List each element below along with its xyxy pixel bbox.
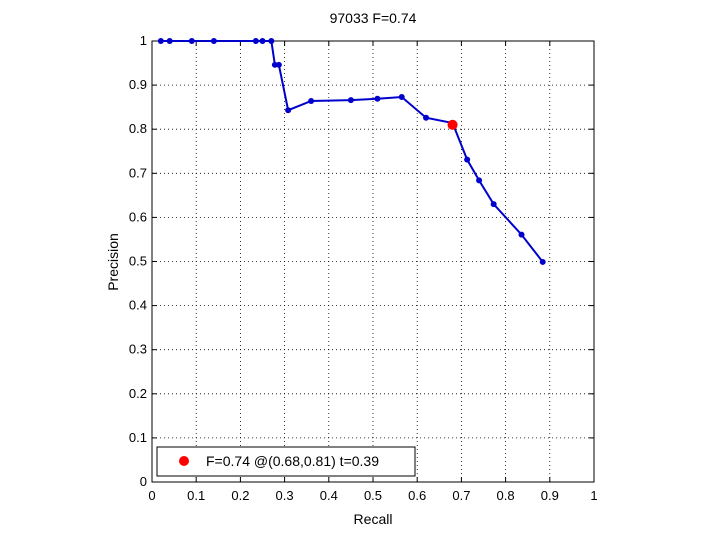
x-tick-label: 1	[590, 488, 597, 503]
data-point	[252, 38, 259, 44]
data-point	[188, 38, 195, 44]
y-axis-label: Precision	[105, 233, 121, 291]
x-tick-label: 0.4	[320, 488, 338, 503]
y-tick-label: 0.1	[129, 430, 147, 445]
data-point	[518, 231, 525, 238]
y-tick-label: 0.3	[129, 342, 147, 357]
data-point	[166, 38, 173, 44]
x-tick-label: 0	[148, 488, 155, 503]
y-tick-label: 0.5	[129, 254, 147, 269]
data-point	[210, 38, 217, 44]
data-point	[268, 38, 275, 44]
y-tick-label: 0.8	[129, 121, 147, 136]
y-tick-label: 0.4	[129, 298, 147, 313]
x-tick-label: 0.8	[497, 488, 515, 503]
data-point	[423, 114, 430, 121]
x-tick-label: 0.9	[541, 488, 559, 503]
y-tick-label: 0.7	[129, 165, 147, 180]
x-tick-label: 0.3	[276, 488, 294, 503]
data-point	[539, 258, 546, 265]
data-point	[476, 177, 483, 184]
pr-curve-line	[160, 40, 544, 263]
data-point	[308, 97, 315, 104]
y-tick-label: 0.6	[129, 209, 147, 224]
data-point	[374, 95, 381, 102]
legend-box	[156, 446, 416, 477]
x-tick-label: 0.1	[187, 488, 205, 503]
chart-title: 97033 F=0.74	[330, 10, 417, 26]
x-tick-label: 0.2	[231, 488, 249, 503]
x-tick-label: 0.5	[364, 488, 382, 503]
data-point	[398, 94, 405, 101]
ticks-layer: 0 0.1 0.2 0.3 0.4 0.5 0.6 0.7 0.8 0.9 1 0 0.1 0.2 0.3 0…	[129, 33, 598, 503]
y-tick-label: 1	[140, 33, 147, 48]
data-point	[157, 38, 164, 44]
data-point	[464, 156, 471, 163]
series-layer	[157, 38, 546, 265]
best-f-point	[447, 119, 458, 130]
data-point	[347, 97, 354, 104]
y-tick-label: 0	[140, 474, 147, 489]
legend: F=0.74 @(0.68,0.81) t=0.39	[156, 446, 416, 477]
data-point	[285, 107, 292, 114]
data-point	[275, 61, 282, 68]
x-tick-label: 0.7	[452, 488, 470, 503]
grid-layer	[152, 41, 594, 482]
x-tick-label: 0.6	[408, 488, 426, 503]
data-point	[259, 38, 266, 44]
legend-marker	[179, 456, 189, 466]
y-tick-label: 0.9	[129, 77, 147, 92]
data-point	[490, 201, 497, 208]
y-tick-label: 0.2	[129, 386, 147, 401]
legend-label: F=0.74 @(0.68,0.81) t=0.39	[206, 453, 379, 469]
x-axis-label: Recall	[354, 511, 393, 527]
